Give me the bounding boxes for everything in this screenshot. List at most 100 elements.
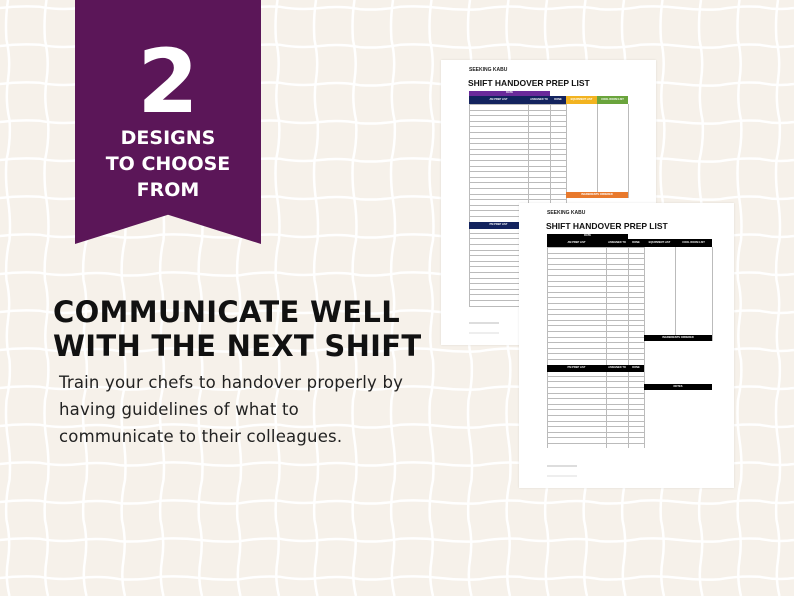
- table-row-line: [547, 426, 644, 427]
- table-row-line: [469, 165, 566, 167]
- ingredients-ordered-header: INGREDIENTS ORDERED: [644, 335, 712, 341]
- table-row-line: [469, 137, 566, 139]
- table-row-line: [547, 415, 644, 416]
- column-line: [606, 247, 607, 448]
- table-row-line: [469, 249, 566, 251]
- table-row-line: [469, 272, 566, 273]
- table-row-line: [469, 244, 566, 245]
- table-row-line: [547, 443, 644, 444]
- table-row-line: [469, 238, 566, 239]
- table-row-line: [469, 132, 566, 133]
- table-row-line: [547, 325, 644, 326]
- table-row-line: [547, 437, 644, 438]
- table-row-line: [547, 336, 644, 338]
- headline: WITH THE NEXT SHIFT: [53, 329, 422, 363]
- table-row-line: [547, 353, 644, 354]
- column-header-equipment: EQUIPMENT LIST: [566, 96, 597, 104]
- table-row-line: [547, 252, 644, 254]
- table-row-line: [469, 104, 566, 105]
- date-bar: DATE: [469, 91, 550, 96]
- table-row-line: [469, 277, 566, 279]
- grid-line: [389, 0, 397, 596]
- table-row-line: [547, 303, 644, 304]
- column-header-done: DONE: [550, 96, 566, 104]
- table-row-line: [547, 331, 644, 332]
- column-header-done: DONE: [628, 239, 644, 247]
- body-text: communicate to their colleagues.: [59, 427, 343, 446]
- banner-number: 2: [137, 30, 199, 133]
- table-row-line: [469, 154, 566, 155]
- table-row-line: [469, 160, 566, 161]
- table-row-line: [469, 300, 566, 301]
- table-row-line: [547, 263, 644, 265]
- table-row-line: [547, 275, 644, 276]
- table-row-line: [469, 115, 566, 116]
- column-line: [675, 247, 676, 335]
- table-row-line: [547, 398, 644, 399]
- table-row-line: [469, 216, 566, 217]
- table-row-line: [547, 297, 644, 298]
- date-bar: DATE: [547, 234, 628, 239]
- table-row-line: [469, 294, 566, 295]
- table-row-line: [547, 291, 644, 293]
- table-row-line: [469, 171, 566, 172]
- body-text: having guidelines of what to: [59, 400, 299, 419]
- table-row-line: [469, 204, 566, 206]
- column-header-assigned: ASSIGNED TO: [606, 239, 628, 247]
- table-row-line: [547, 359, 644, 360]
- table-row-line: [547, 420, 644, 422]
- pm-assigned-header: ASSIGNED TO: [606, 365, 628, 372]
- column-header-assigned: ASSIGNED TO: [528, 96, 550, 104]
- table-row-line: [469, 305, 566, 307]
- table-row-line: [547, 392, 644, 394]
- banner-line: FROM: [136, 179, 200, 201]
- column-header-am: AM PREP LIST: [547, 239, 606, 247]
- table-row-line: [469, 260, 566, 262]
- table-row-line: [547, 387, 644, 388]
- banner: [75, 0, 261, 244]
- table-row-line: [547, 319, 644, 321]
- table-row-line: [469, 176, 566, 178]
- table-row-line: [547, 314, 644, 315]
- grid-line: [4, 0, 12, 596]
- table-row-line: [547, 308, 644, 310]
- column-line: [712, 247, 713, 341]
- document-preview-black: SEEKING KABU SHIFT HANDOVER PREP LIST DATE…: [519, 203, 734, 488]
- column-line: [628, 247, 629, 448]
- table-row-line: [469, 109, 566, 111]
- pm-prep-header: PM PREP LIST: [547, 365, 606, 372]
- table-row-line: [469, 188, 566, 189]
- table-row-line: [547, 431, 644, 433]
- headline: COMMUNICATE WELL: [53, 295, 400, 329]
- pm-done-header: DONE: [628, 365, 644, 372]
- ingredients-ordered-header: INGREDIENTS ORDERED: [566, 192, 628, 198]
- table-row-line: [547, 286, 644, 287]
- table-row-line: [469, 266, 566, 267]
- column-line: [628, 104, 629, 198]
- table-row-line: [547, 258, 644, 259]
- notes-header: NOTES: [644, 384, 712, 390]
- grid-line: [0, 575, 794, 581]
- doc-title: SHIFT HANDOVER PREP LIST: [468, 78, 590, 88]
- column-header-coolroom: COOL ROOM LIST: [597, 96, 628, 104]
- column-line: [597, 104, 598, 192]
- table-row-line: [469, 193, 566, 195]
- grid-line: [0, 499, 794, 505]
- table-row-line: [469, 126, 566, 127]
- table-row-line: [547, 247, 644, 248]
- table-row-line: [547, 403, 644, 405]
- table-row-line: [547, 381, 644, 382]
- table-row-line: [547, 347, 644, 349]
- table-row-line: [469, 148, 566, 150]
- doc-logo: SEEKING KABU: [469, 67, 508, 73]
- table-row-line: [547, 375, 644, 377]
- column-header-am: AM PREP LIST: [469, 96, 528, 104]
- column-line: [547, 247, 548, 448]
- table-row-line: [547, 342, 644, 343]
- doc-logo: SEEKING KABU: [547, 210, 586, 216]
- column-line: [469, 104, 470, 307]
- table-row-line: [469, 232, 566, 234]
- grid-line: [736, 0, 743, 596]
- column-header-equipment: EQUIPMENT LIST: [644, 239, 675, 247]
- table-row-line: [547, 280, 644, 282]
